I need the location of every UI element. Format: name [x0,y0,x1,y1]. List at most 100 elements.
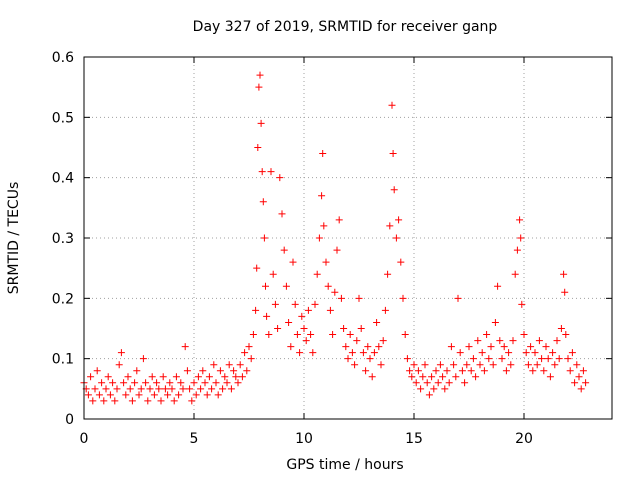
data-point [313,270,321,278]
data-point [551,361,559,369]
data-point [322,258,330,266]
data-point [476,361,484,369]
data-point [243,367,251,375]
data-point [355,294,363,302]
data-point [128,397,136,405]
data-point [379,337,387,345]
data-point [225,361,233,369]
data-point [197,385,205,393]
data-point [271,300,279,308]
data-point [582,379,590,387]
data-point [368,373,376,381]
data-point [260,234,268,242]
data-point [87,373,95,381]
data-point [262,282,269,290]
data-point [381,306,389,314]
data-point [137,385,145,393]
data-point [291,300,299,308]
data-point [319,150,327,158]
data-point [364,343,372,351]
data-point [546,373,554,381]
data-point [166,379,174,387]
data-point [153,379,161,387]
data-point [131,379,139,387]
x-tick-label: 5 [190,431,199,447]
data-point [480,367,488,375]
data-point [458,367,466,375]
data-point [401,331,409,339]
data-point [164,391,172,399]
data-point [177,379,185,387]
data-point [245,343,253,351]
data-point [524,361,532,369]
data-point [161,385,169,393]
data-point [472,373,480,381]
data-point [513,246,521,254]
data-point [560,270,568,278]
x-tick-label: 10 [295,431,313,447]
data-point [483,331,491,339]
data-point [542,343,550,351]
data-point [568,349,576,357]
data-point [454,294,462,302]
data-point [441,385,449,393]
data-point [179,385,187,393]
data-point [395,216,403,224]
data-point [320,222,328,230]
data-point [489,361,497,369]
data-point [507,361,515,369]
data-point [549,349,557,357]
data-point [190,379,198,387]
data-point [253,264,261,272]
x-tick-label: 15 [405,431,423,447]
data-point [474,337,482,345]
data-point [414,367,422,375]
data-point [227,385,235,393]
data-point [573,361,581,369]
data-point [144,397,152,405]
data-point [344,355,352,363]
data-point [487,343,495,351]
data-point [157,397,165,405]
data-point [278,210,286,218]
data-point [388,101,396,109]
data-point [375,343,383,351]
data-point [221,373,229,381]
x-tick-label: 0 [80,431,89,447]
data-point [296,349,304,357]
x-tick-label: 20 [515,431,533,447]
data-point [155,385,163,393]
data-point [505,349,513,357]
data-point [302,337,310,345]
data-point [511,270,519,278]
data-point [456,349,464,357]
data-point [109,379,117,387]
data-point [538,355,546,363]
data-point [192,391,200,399]
data-point [120,379,128,387]
data-point [571,379,579,387]
data-point [342,343,350,351]
data-point [518,300,526,308]
data-point [357,325,365,332]
data-point [403,355,411,363]
data-point [529,367,537,375]
data-point [113,385,121,393]
data-point [517,234,525,242]
data-point [412,379,420,387]
data-point [575,373,583,381]
data-point [104,373,112,381]
data-point [311,300,319,308]
data-point [282,282,290,290]
data-point [236,361,244,369]
data-point [561,288,569,296]
data-point [447,343,455,351]
data-point [386,222,394,230]
data-point [531,349,539,357]
data-point [434,379,442,387]
data-point [126,385,134,393]
data-point [566,367,574,375]
data-point [115,361,123,369]
data-point [408,373,416,381]
data-point [337,294,345,302]
